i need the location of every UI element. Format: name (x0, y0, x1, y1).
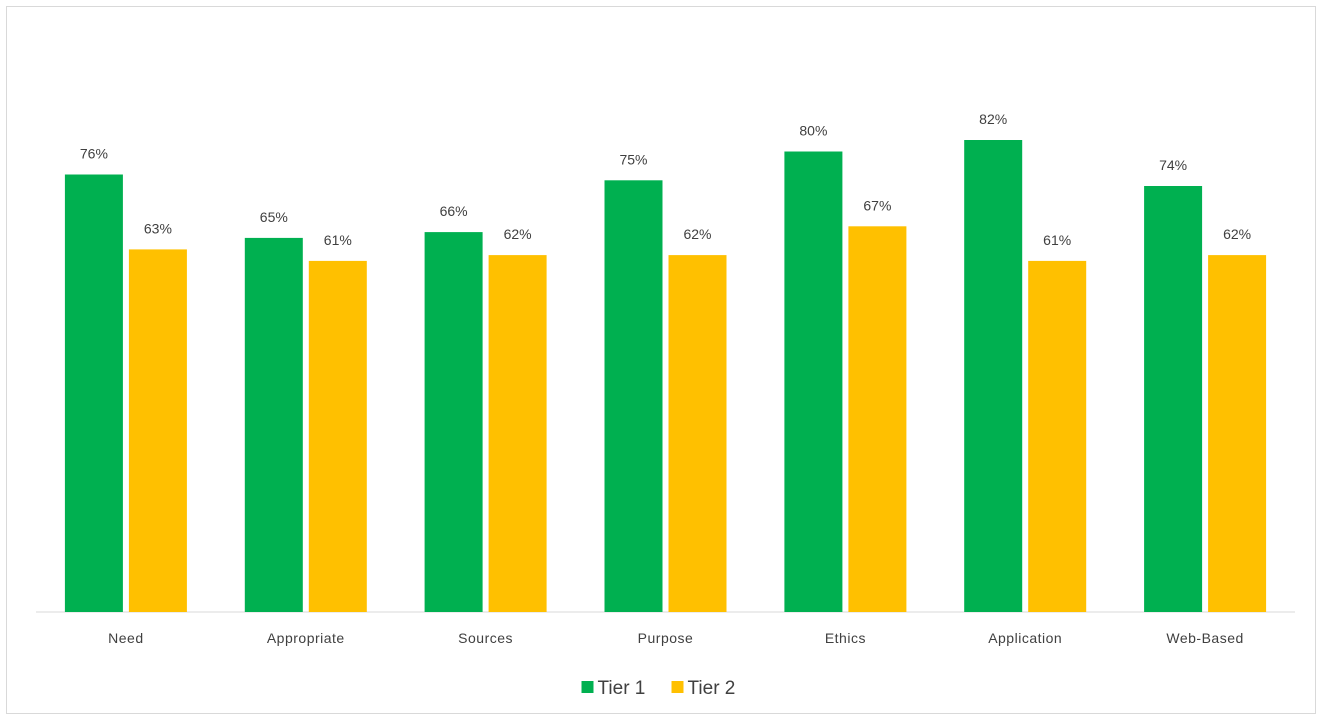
data-labels-group: 76% 63% 65% 61% 66% 62% 75% 62% 80% 67% 82% 61% 74% 6… (80, 111, 1251, 248)
bar-tier-1-purpose (604, 180, 663, 613)
legend-label-tier-2: Tier 2 (688, 678, 736, 699)
data-label-tier-1-need: 76% (80, 146, 108, 162)
data-label-tier-2-web-based: 62% (1223, 226, 1251, 242)
bar-tier-2-web-based (1208, 255, 1267, 612)
data-label-tier-1-web-based: 74% (1159, 157, 1187, 173)
category-label-application: Application (988, 630, 1062, 646)
bars-group (64, 140, 1267, 613)
legend-label-tier-1: Tier 1 (598, 678, 646, 699)
category-label-web-based: Web-Based (1166, 630, 1243, 646)
data-label-tier-1-appropriate: 65% (260, 209, 288, 225)
data-label-tier-2-sources: 62% (504, 226, 532, 242)
category-label-appropriate: Appropriate (267, 630, 345, 646)
category-label-purpose: Purpose (638, 630, 694, 646)
data-label-tier-2-purpose: 62% (683, 226, 711, 242)
category-label-need: Need (108, 630, 143, 646)
category-labels-group: Need Appropriate Sources Purpose Ethics Appli… (108, 630, 1243, 646)
bar-tier-2-ethics (848, 226, 907, 613)
bar-tier-2-need (128, 249, 187, 612)
bar-tier-1-appropriate (244, 237, 303, 612)
bar-tier-1-web-based (1144, 186, 1203, 612)
data-label-tier-2-ethics: 67% (863, 197, 891, 213)
category-label-ethics: Ethics (825, 630, 866, 646)
data-label-tier-2-application: 61% (1043, 232, 1071, 248)
legend-swatch-tier-1 (581, 681, 594, 693)
legend-swatch-tier-2 (671, 681, 684, 693)
bar-tier-2-sources (488, 255, 547, 612)
data-label-tier-1-ethics: 80% (799, 123, 827, 139)
bar-tier-1-ethics (784, 151, 843, 612)
bar-tier-1-sources (424, 232, 483, 612)
data-label-tier-1-sources: 66% (440, 203, 468, 219)
bar-tier-1-application (964, 140, 1023, 612)
data-label-tier-2-need: 63% (144, 220, 172, 236)
data-label-tier-1-purpose: 75% (619, 151, 647, 167)
data-label-tier-2-appropriate: 61% (324, 232, 352, 248)
bar-tier-2-purpose (668, 255, 727, 612)
bar-tier-2-appropriate (308, 260, 367, 612)
data-label-tier-1-application: 82% (979, 111, 1007, 127)
legend: Tier 1 Tier 2 (581, 678, 736, 699)
bar-tier-2-application (1028, 260, 1087, 612)
bar-tier-1-need (64, 174, 123, 612)
category-label-sources: Sources (458, 630, 513, 646)
